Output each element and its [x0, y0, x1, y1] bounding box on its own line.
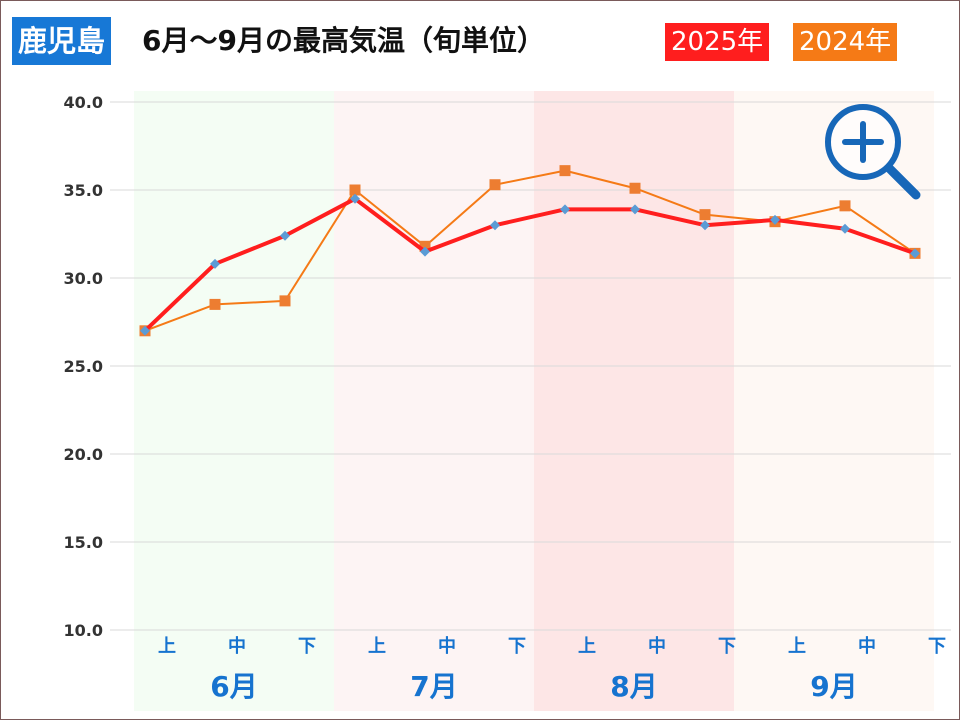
- x-tick-label: 中: [228, 635, 246, 657]
- data-point-2025: [280, 230, 290, 241]
- y-tick-label: 40.0: [64, 93, 103, 112]
- legend-2025: 2025年: [665, 23, 770, 61]
- data-point-2024: [279, 295, 291, 307]
- data-point-2025: [910, 248, 920, 259]
- x-tick-label: 上: [788, 636, 806, 657]
- gridlines: [110, 101, 951, 631]
- data-point-2024: [699, 209, 711, 221]
- region-badge: 鹿児島: [12, 17, 112, 65]
- y-axis: 40.0 35.0 30.0 25.0 20.0 15.0 10.0: [64, 93, 103, 640]
- month-band-7: [334, 91, 534, 711]
- x-tick-label: 下: [718, 636, 736, 657]
- data-point-2024: [349, 184, 361, 196]
- data-point-2025: [490, 220, 500, 231]
- x-tick-label: 上: [158, 636, 176, 657]
- y-tick-label: 35.0: [64, 181, 103, 200]
- month-band-9: [734, 91, 934, 711]
- data-point-2024: [629, 182, 641, 194]
- data-point-2024: [839, 200, 851, 212]
- data-point-2024: [559, 165, 571, 177]
- x-tick-label: 下: [928, 636, 946, 657]
- series-layer: [139, 165, 921, 337]
- data-point-2025: [210, 258, 220, 269]
- data-point-2025: [560, 204, 570, 215]
- month-label: 6月: [210, 670, 257, 703]
- data-point-2025: [770, 214, 780, 225]
- data-point-2025: [700, 220, 710, 231]
- y-tick-label: 30.0: [64, 269, 103, 288]
- x-tick-label: 中: [438, 635, 456, 657]
- chart-title: 6月～9月の最高気温（旬単位）: [142, 24, 545, 57]
- month-label: 7月: [410, 670, 457, 703]
- x-tick-label: 下: [508, 636, 526, 657]
- x-tick-label: 上: [368, 636, 386, 657]
- month-band-8: [534, 91, 734, 711]
- data-point-2024: [209, 298, 221, 310]
- data-point-2025: [350, 193, 360, 204]
- data-point-2025: [420, 246, 430, 257]
- y-tick-label: 15.0: [64, 533, 103, 552]
- month-band-6: [134, 91, 334, 711]
- y-tick-label: 10.0: [64, 621, 103, 640]
- data-point-2025: [840, 223, 850, 234]
- x-tick-label: 中: [648, 635, 666, 657]
- month-label: 9月: [810, 670, 857, 703]
- month-bands: [134, 91, 934, 711]
- legend-2024: 2024年: [793, 23, 898, 61]
- data-point-2024: [489, 179, 501, 191]
- x-axis: 上 中 下 上 中 下 上 中 下 上 中 下 6月 7月 8月 9月: [158, 635, 946, 703]
- zoom-in-magnifier-icon[interactable]: [825, 104, 921, 200]
- data-point-2024: [419, 240, 431, 252]
- x-tick-label: 中: [858, 635, 876, 657]
- x-tick-label: 上: [578, 636, 596, 657]
- series-line-2025年: [143, 196, 916, 333]
- chart-header: 鹿児島 6月～9月の最高気温（旬単位） 2025年 2024年: [1, 1, 959, 81]
- month-label: 8月: [610, 670, 657, 703]
- y-tick-label: 20.0: [64, 445, 103, 464]
- y-tick-label: 25.0: [64, 357, 103, 376]
- data-point-2025: [630, 204, 640, 215]
- series-line-2024年: [144, 169, 916, 332]
- data-point-2025: [140, 325, 150, 336]
- x-tick-label: 下: [298, 636, 316, 657]
